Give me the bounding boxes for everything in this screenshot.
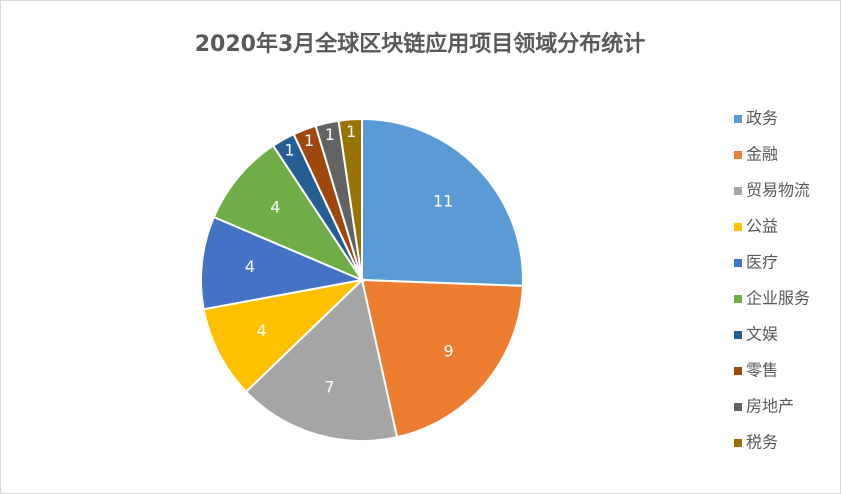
pie-slice [337, 117, 363, 281]
legend-label: 金融 [746, 145, 778, 164]
data-label: 1 [325, 125, 335, 144]
data-label: 4 [245, 257, 255, 276]
pie-slice [361, 117, 524, 287]
legend-swatch [734, 151, 742, 159]
data-label: 4 [270, 197, 280, 216]
pie-slice [244, 278, 399, 442]
data-label: 4 [257, 321, 267, 340]
legend-label: 文娱 [746, 325, 778, 344]
legend-label: 医疗 [746, 253, 778, 272]
pie-slice [212, 144, 365, 283]
data-label: 1 [304, 131, 314, 150]
legend-swatch [734, 439, 742, 447]
data-label: 9 [444, 342, 454, 361]
legend-label: 公益 [746, 217, 778, 236]
legend-swatch [734, 403, 742, 411]
legend-label: 房地产 [746, 397, 794, 416]
legend-swatch [734, 367, 742, 375]
legend-label: 贸易物流 [746, 181, 810, 200]
pie-slice [202, 278, 366, 394]
legend-label: 企业服务 [746, 289, 810, 308]
legend-label: 税务 [746, 433, 778, 452]
chart-title: 2020年3月全球区块链应用项目领域分布统计 [195, 31, 646, 57]
legend-swatch [734, 187, 742, 195]
data-label: 7 [324, 377, 334, 396]
data-label: 11 [433, 191, 453, 210]
pie-slice [200, 215, 366, 311]
legend-label: 政务 [746, 109, 778, 128]
pie-slice [360, 278, 524, 439]
legend-swatch [734, 115, 742, 123]
data-label: 1 [346, 122, 356, 141]
legend-swatch [734, 331, 742, 339]
data-label: 1 [284, 140, 294, 159]
legend-swatch [734, 259, 742, 267]
legend-label: 零售 [746, 361, 778, 380]
legend-swatch [734, 223, 742, 231]
legend-swatch [734, 295, 742, 303]
